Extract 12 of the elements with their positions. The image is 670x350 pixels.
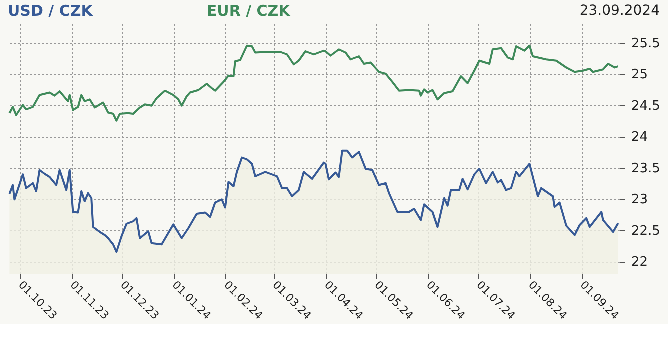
text: EUR / CZK [206,2,292,20]
y-tick-label: 23 [632,192,648,208]
line-series [8,44,620,122]
text: USD / CZK [8,2,94,20]
y-tick-label: 25.5 [632,36,660,52]
text: 23.09.2024 [580,3,660,19]
y-tick-label: 23.5 [632,161,660,176]
y-tick-label: 25 [632,68,648,82]
y-tick-label: 22 [632,255,648,270]
y-tick-label: 24 [632,130,648,145]
y-tick-label: 24.5 [632,98,660,114]
y-tick-label: 22.5 [632,224,660,239]
